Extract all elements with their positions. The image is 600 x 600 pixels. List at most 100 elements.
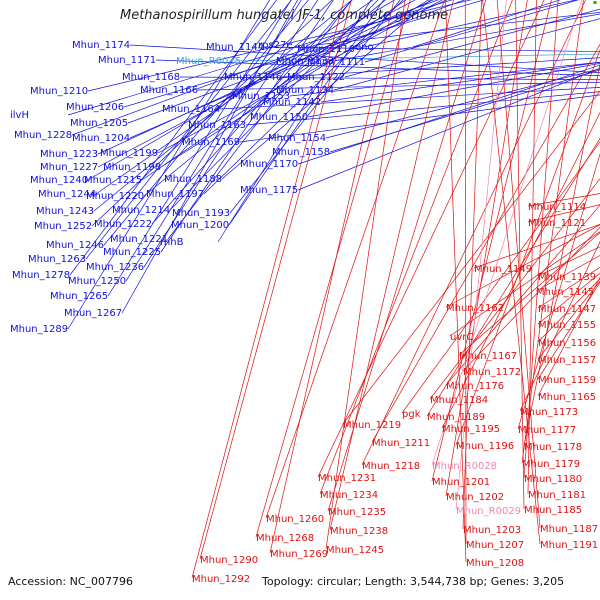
gene-label-left: Mhun_1170 (240, 159, 298, 170)
gene-label-right: Mhun_1121 (528, 218, 586, 229)
gene-label-left: Mhun_1122 (287, 72, 345, 83)
gene-label-right: Mhun_1162 (446, 303, 504, 314)
gene-leader-line (315, 12, 600, 46)
gene-leader-line (69, 0, 277, 276)
gene-label-right: Mhun_1235 (328, 507, 386, 518)
gene-label-left: Mhun_1240 (30, 175, 88, 186)
gene-leader-line (125, 0, 302, 282)
gene-label-right: Mhun_1211 (372, 438, 430, 449)
gene-leader-line (527, 204, 600, 223)
gene-leader-line (217, 0, 372, 243)
gene-label-left: Mhun_1263 (28, 254, 86, 265)
gene-leader-line (354, 0, 578, 50)
gene-label-left: Mhun_1204 (72, 133, 130, 144)
gene-label-right: Mhun_1219 (343, 420, 401, 431)
gene-label-left: Mhun_1166 (140, 85, 198, 96)
gene-leader-line (129, 44, 600, 74)
gene-label-left: Mhun_1163 (188, 120, 246, 131)
gene-label-left: Mhun_1150 (250, 112, 308, 123)
gene-label-left: Mhun_1168 (122, 72, 180, 83)
gene-label-left: Mhun_1200 (171, 220, 229, 231)
gene-label-right: Mhun_1202 (446, 492, 504, 503)
gene-label-left: Mhun_1169 (182, 137, 240, 148)
gene-leader-line (482, 0, 541, 545)
gene-label-right: Mhun_1203 (463, 525, 521, 536)
gene-leader-line (535, 255, 600, 292)
gene-leader-line (245, 91, 600, 126)
gene-leader-line (143, 0, 319, 268)
gene-leader-line (307, 63, 600, 118)
gene-leader-line (462, 0, 482, 530)
gene-label-right: Mhun_1218 (362, 461, 420, 472)
gene-leader-line (537, 278, 600, 343)
gene-label-left: rnhB (160, 237, 184, 248)
gene-label-left: Mhun_1175 (240, 185, 298, 196)
gene-leader-line (269, 0, 395, 554)
gene-label-left: Mhun_1197 (146, 189, 204, 200)
gene-leader-line (263, 46, 600, 52)
gene-leader-line (160, 0, 334, 253)
gene-leader-line (537, 280, 600, 360)
gene-label-left: Mhun_1206 (66, 102, 124, 113)
gene-label-left: Mhun_1153 (232, 91, 290, 102)
gene-label-right: Mhun_1196 (456, 441, 514, 452)
gene-label-left: Mhun_1220 (86, 191, 144, 202)
gene-label-right: Mhun_1156 (538, 338, 596, 349)
gene-leader-line (537, 272, 600, 325)
gene-leader-line (371, 43, 600, 443)
gene-leader-line (179, 76, 600, 81)
gene-leader-line (320, 61, 600, 103)
gene-leader-line (85, 0, 292, 260)
gene-label-left: Mhun_1265 (50, 291, 108, 302)
gene-leader-line (515, 0, 525, 510)
gene-leader-line (219, 87, 600, 110)
gene-label-left: Mhun_1174 (72, 40, 130, 51)
gene-leader-line (107, 0, 292, 297)
gene-label-left: Mhun_1164 (162, 104, 220, 115)
gene-label-left: Mhun_1244 (38, 189, 96, 200)
gene-leader-line (537, 276, 600, 397)
gene-label-left: Mhun_1146 (224, 72, 282, 83)
gene-label-right: Mhun_1178 (524, 442, 582, 453)
gene-leader-line (167, 0, 353, 240)
gene-leader-line (191, 0, 345, 579)
gene-leader-line (496, 0, 541, 529)
gene-leader-line (445, 0, 467, 563)
gene-leader-line (289, 61, 600, 97)
gene-label-right: Mhun_1180 (524, 474, 582, 485)
gene-leader-line (325, 68, 600, 139)
gene-leader-line (537, 246, 600, 277)
gene-leader-line (441, 111, 600, 429)
gene-label-right: Mhun_1157 (538, 355, 596, 366)
gene-label-right: Mhun_1234 (320, 490, 378, 501)
gene-leader-line (265, 0, 445, 519)
gene-label-right: Mhun_1139 (538, 272, 596, 283)
gene-label-left: Mhun_1144 (206, 42, 264, 53)
gene-leader-line (462, 226, 600, 372)
gene-label-left: Mhun_1278 (12, 270, 70, 281)
gene-label-right: Mhun_1159 (538, 375, 596, 386)
gene-label-right: Mhun_1269 (270, 549, 328, 560)
gene-label-left: Mhun_1111 (307, 57, 365, 68)
gene-leader-line (95, 0, 374, 195)
gene-leader-line (297, 67, 600, 191)
gene-label-right: Mhun_R0028 (432, 461, 497, 472)
gene-label-left: Mhun_1246 (46, 240, 104, 251)
gene-leader-line (317, 0, 545, 478)
gene-label-left: Mhun_1188 (164, 174, 222, 185)
gene-leader-line (344, 8, 600, 78)
gene-leader-line (97, 0, 434, 155)
gene-label-left: Mhun_1225 (103, 247, 161, 258)
gene-leader-line (521, 0, 584, 464)
gene-leader-line (93, 0, 353, 212)
gene-label-right: Mhun_1181 (528, 490, 586, 501)
gene-label-right: Mhun_1290 (200, 555, 258, 566)
gene-label-left: Mhun_1110 (297, 44, 355, 55)
gene-label-left: Mhun_1198 (103, 162, 161, 173)
gene-label-right: Mhun_1184 (430, 395, 488, 406)
gene-leader-line (129, 0, 448, 139)
gene-leader-line (519, 240, 600, 412)
gene-label-right: Mhun_R0029 (456, 506, 521, 517)
